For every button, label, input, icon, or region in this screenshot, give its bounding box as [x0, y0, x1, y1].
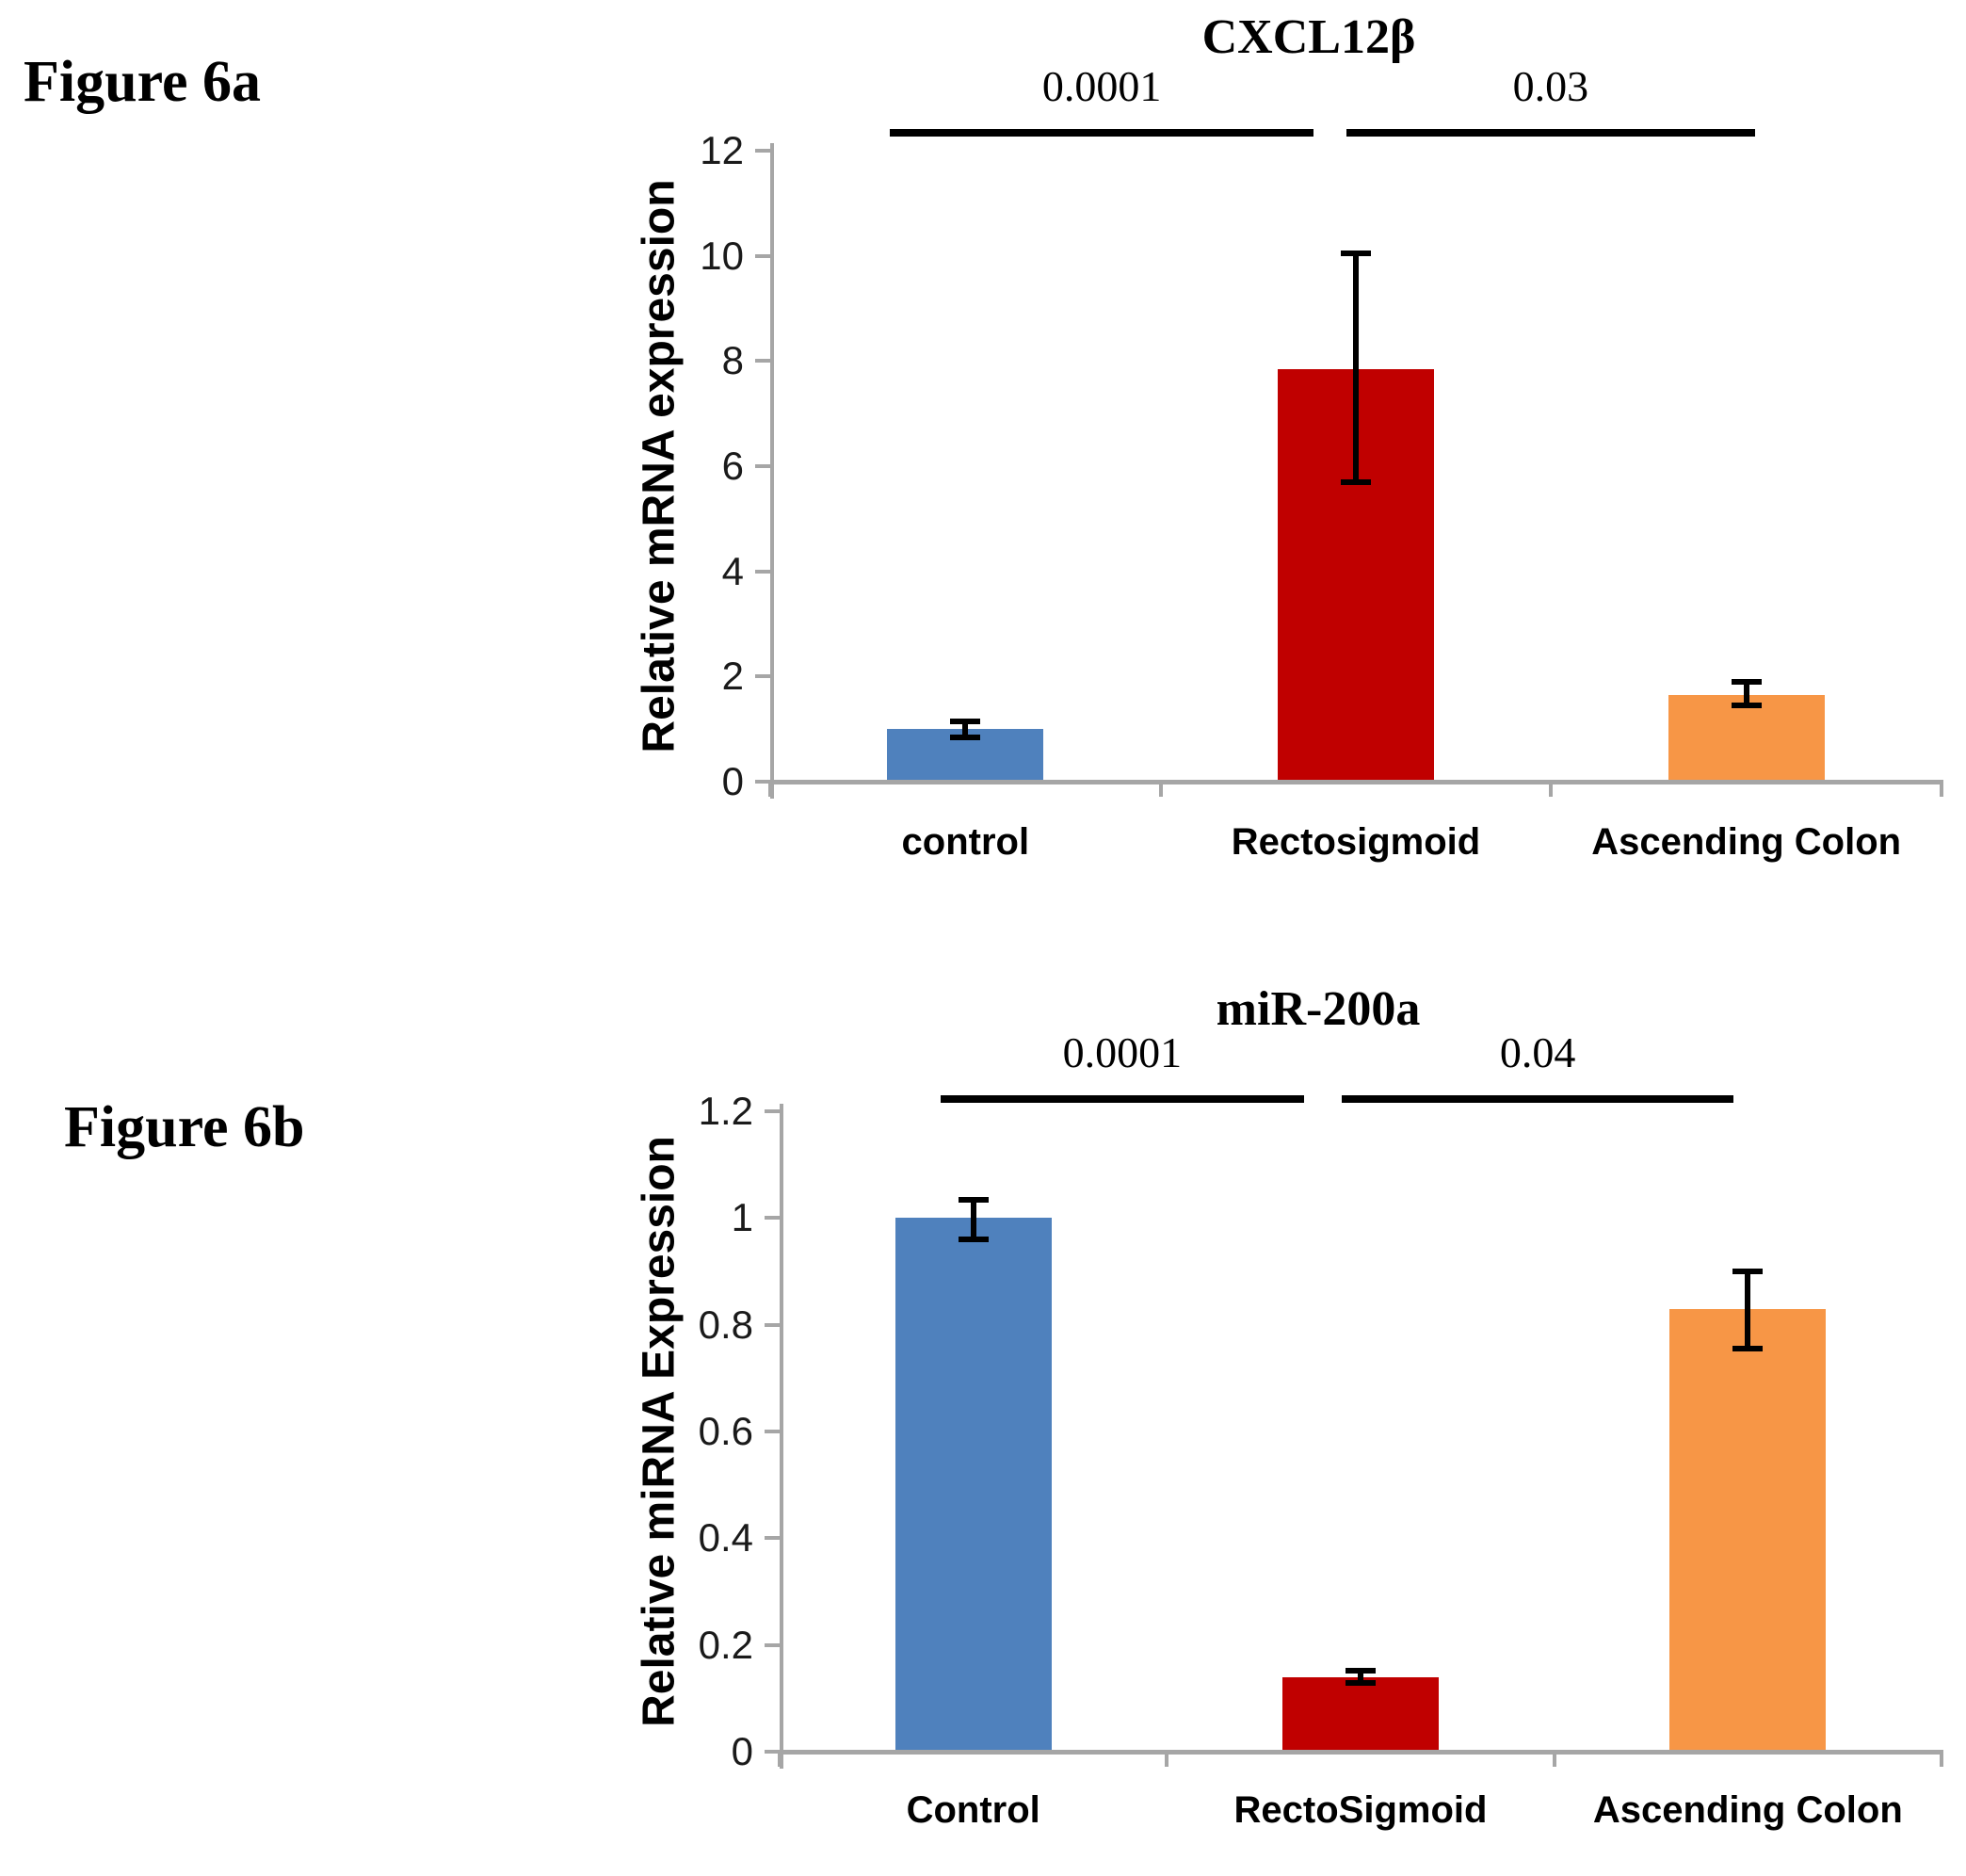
error-bar-line [962, 720, 969, 737]
figure-6b-label: Figure 6b [64, 1095, 305, 1159]
x-category-label: Ascending Colon [1591, 821, 1902, 863]
bar-control [894, 1218, 1052, 1752]
x-category-label: Ascending Colon [1592, 1789, 1903, 1831]
chart-title: miR-200a [1216, 982, 1421, 1036]
significance-p-value: 0.04 [1499, 1028, 1576, 1076]
error-bar-cap-top [1346, 1667, 1376, 1674]
y-tick-label: 0.8 [698, 1302, 753, 1347]
y-tick-label: 0 [731, 1729, 753, 1773]
significance-line [1346, 129, 1755, 137]
error-bar-cap-top [1341, 250, 1371, 256]
x-category-label: Control [906, 1789, 1040, 1831]
error-bar-line [1353, 252, 1359, 482]
y-tick-mark [755, 780, 770, 784]
y-tick-mark [765, 1322, 780, 1327]
x-tick-mark [1158, 782, 1163, 797]
y-tick-label: 0 [721, 759, 744, 803]
x-axis-line [768, 780, 1943, 784]
y-axis-label: Relative miRNA Expression [634, 1136, 685, 1727]
significance-line [1342, 1095, 1734, 1103]
y-tick-mark [765, 1430, 780, 1433]
error-bar-line [1745, 1271, 1751, 1350]
figure-6a-label: Figure 6a [24, 50, 261, 114]
error-bar-cap-bottom [1346, 1680, 1376, 1687]
y-tick-label: 6 [721, 444, 744, 488]
y-tick-mark [755, 359, 770, 364]
y-tick-label: 1 [731, 1195, 753, 1240]
y-tick-mark [765, 1109, 780, 1113]
y-tick-label: 0.2 [698, 1622, 753, 1667]
significance-p-value: 0.03 [1512, 62, 1589, 110]
error-bar-cap-top [1732, 1269, 1764, 1274]
error-bar-cap-bottom [1341, 478, 1371, 485]
y-tick-mark [755, 149, 770, 153]
error-bar-cap-bottom [958, 1237, 989, 1242]
y-axis-line [770, 143, 774, 799]
y-tick-label: 0.6 [698, 1409, 753, 1453]
error-bar-cap-bottom [1732, 1346, 1764, 1352]
error-bar-cap-bottom [1731, 703, 1762, 709]
y-tick-label: 10 [700, 233, 744, 278]
error-bar-cap-top [1731, 678, 1762, 685]
x-category-label: RectoSigmoid [1233, 1789, 1488, 1831]
x-axis-line [778, 1750, 1943, 1755]
x-tick-mark [1165, 1752, 1169, 1767]
y-tick-mark [765, 1216, 780, 1221]
y-tick-mark [755, 464, 770, 468]
y-tick-label: 12 [700, 128, 744, 172]
y-tick-label: 4 [721, 548, 744, 593]
x-tick-mark [1940, 1752, 1943, 1767]
significance-line [890, 129, 1313, 137]
error-bar-cap-bottom [950, 734, 981, 740]
y-tick-mark [765, 1750, 780, 1754]
y-tick-mark [755, 253, 770, 258]
y-tick-label: 0.4 [698, 1515, 753, 1561]
x-tick-mark [778, 1752, 782, 1767]
bar-ascending-colon [1669, 1308, 1827, 1752]
error-bar-cap-top [950, 718, 981, 724]
significance-line [940, 1095, 1304, 1103]
significance-p-value: 0.0001 [1062, 1028, 1183, 1076]
x-category-label: Rectosigmoid [1231, 821, 1481, 863]
y-tick-label: 1.2 [698, 1089, 753, 1133]
error-bar-line [1358, 1670, 1363, 1684]
y-tick-mark [765, 1536, 780, 1541]
bar-ascending-colon [1668, 694, 1825, 782]
x-tick-mark [768, 782, 772, 797]
x-tick-mark [1940, 782, 1943, 797]
y-tick-label: 8 [721, 338, 744, 383]
y-axis-label: Relative mRNA expression [634, 179, 685, 753]
y-tick-label: 2 [721, 654, 744, 699]
error-bar-line [970, 1199, 976, 1239]
y-axis-line [780, 1104, 783, 1769]
x-category-label: control [901, 821, 1030, 863]
significance-p-value: 0.0001 [1041, 62, 1162, 110]
y-tick-mark [755, 569, 770, 574]
x-tick-mark [1552, 1752, 1556, 1767]
chart-title: CXCL12β [1201, 10, 1416, 64]
x-tick-mark [1549, 782, 1554, 797]
y-tick-mark [765, 1642, 780, 1647]
y-tick-mark [755, 674, 770, 679]
error-bar-cap-top [958, 1196, 989, 1203]
error-bar-line [1743, 681, 1749, 706]
bar-rectosigmoid [1282, 1676, 1439, 1752]
